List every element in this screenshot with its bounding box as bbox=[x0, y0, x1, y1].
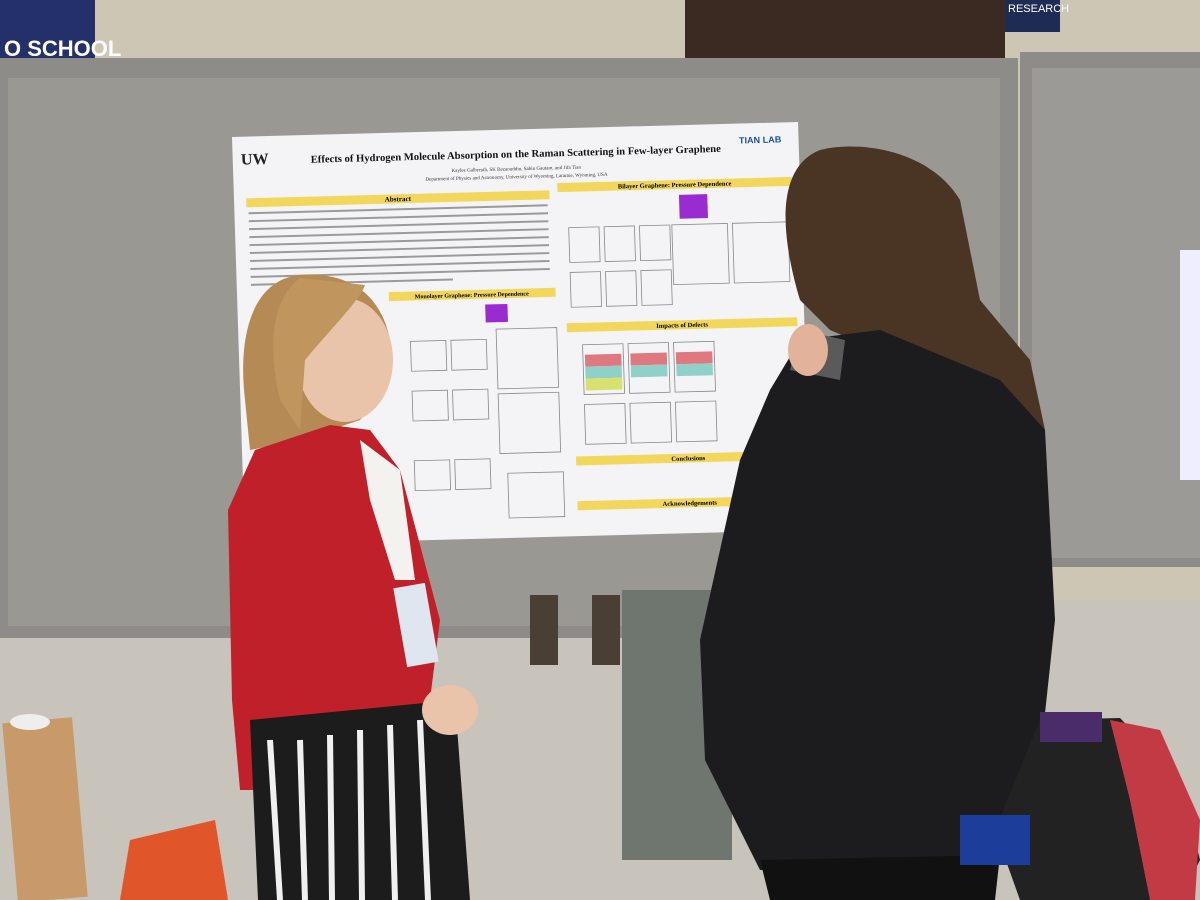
figure-band bbox=[676, 363, 713, 377]
section-title: Abstract bbox=[385, 195, 412, 204]
section-title: Monolayer Graphene: Pressure Dependence bbox=[415, 291, 530, 300]
logo: TIAN LAB bbox=[739, 134, 782, 145]
bag bbox=[120, 820, 228, 900]
figures bbox=[410, 221, 791, 519]
authors: Kaylee Galbreath, SK Rezaouddin, Sabin G… bbox=[452, 166, 582, 174]
section-header bbox=[557, 176, 792, 193]
poster-edge bbox=[1180, 250, 1200, 480]
section-title: Conclusions bbox=[671, 455, 706, 463]
figure-swatch bbox=[485, 303, 508, 323]
section-title: Impacts of Defects bbox=[656, 322, 708, 330]
section-title: Bilayer Graphene: Pressure Dependence bbox=[618, 181, 732, 191]
section-title: Acknowledgements bbox=[663, 500, 718, 508]
section-header bbox=[566, 317, 798, 333]
sign-text: O SCHOOL bbox=[4, 36, 121, 61]
figure-band bbox=[584, 353, 622, 367]
bag bbox=[960, 815, 1030, 865]
pamphlet bbox=[1040, 712, 1102, 742]
figure-band bbox=[585, 377, 623, 391]
banner bbox=[685, 0, 1005, 58]
figure-swatch bbox=[678, 194, 708, 219]
presenter bbox=[228, 274, 478, 900]
backpack bbox=[1110, 720, 1200, 900]
figure-band bbox=[585, 365, 623, 379]
leg bbox=[592, 595, 620, 665]
section-header bbox=[388, 287, 556, 302]
board bbox=[1032, 68, 1200, 558]
figure-band bbox=[630, 352, 668, 366]
tube-cap bbox=[10, 714, 50, 730]
affiliation: Department of Physics and Astronomy, Uni… bbox=[425, 173, 608, 183]
sign bbox=[1005, 0, 1060, 32]
logo: UW bbox=[241, 151, 269, 169]
section-header bbox=[246, 190, 550, 208]
figure-band bbox=[675, 351, 713, 365]
figure-band bbox=[630, 364, 668, 378]
sign bbox=[0, 0, 95, 65]
tube bbox=[2, 717, 88, 900]
leg bbox=[530, 595, 558, 665]
visitor bbox=[700, 146, 1055, 900]
sign-text: RESEARCH bbox=[1008, 3, 1069, 15]
